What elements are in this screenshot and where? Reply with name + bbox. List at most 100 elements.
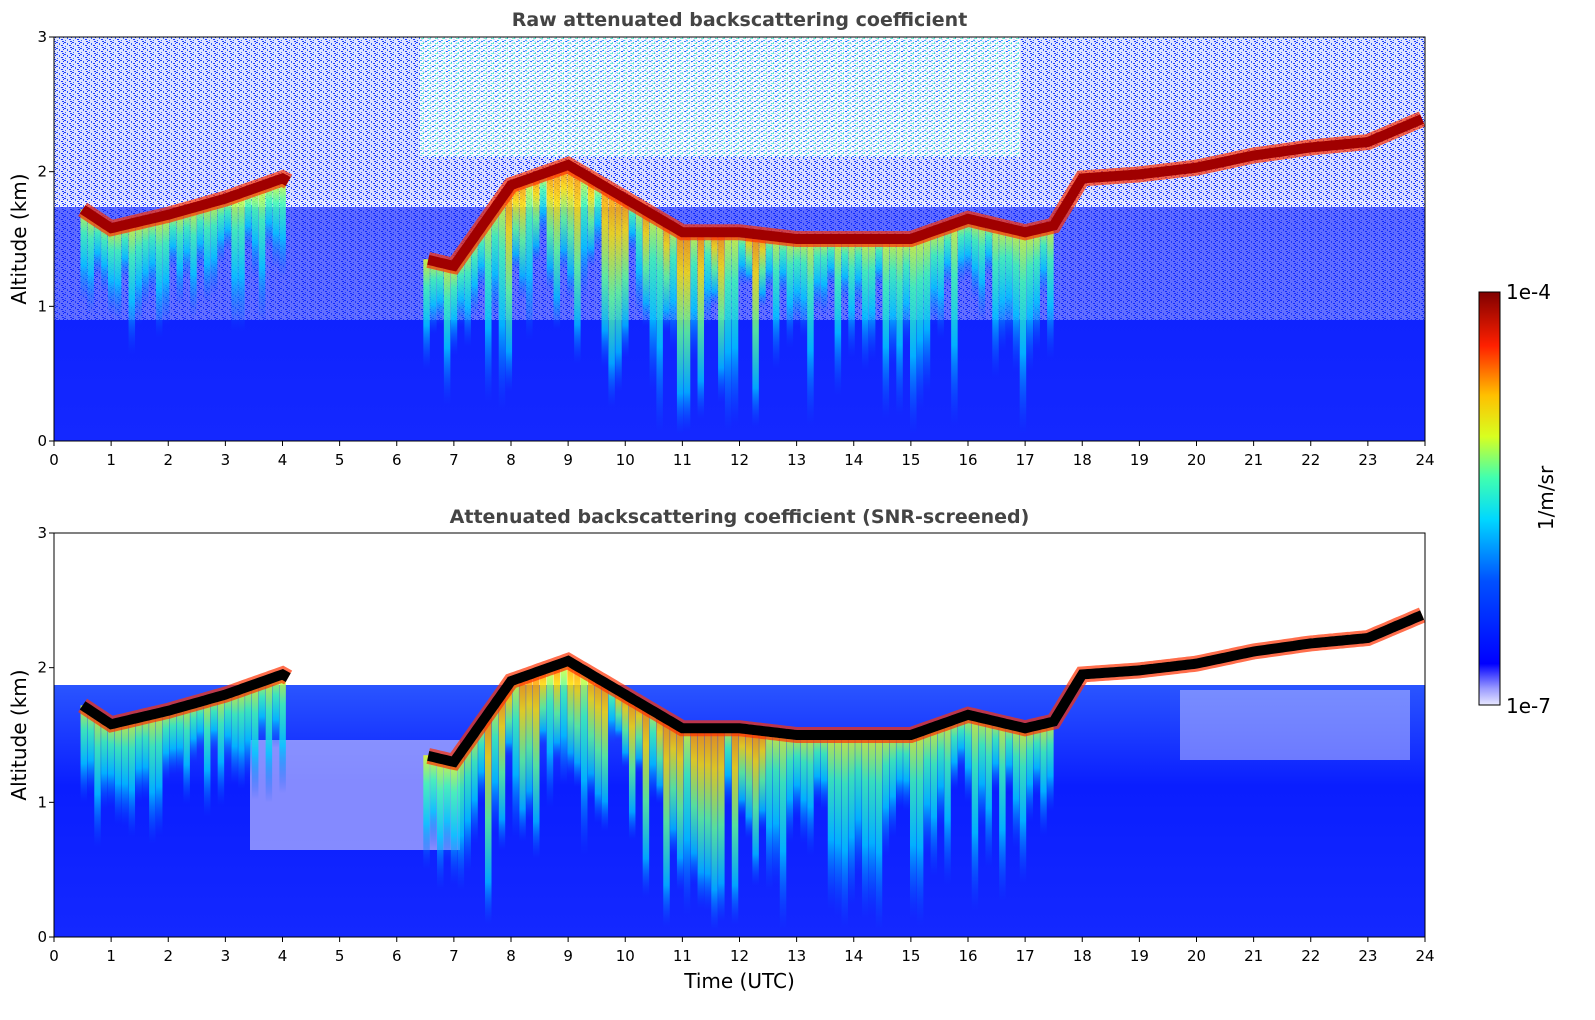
virga-streak xyxy=(1026,231,1034,372)
x-tick-label: 8 xyxy=(506,947,516,965)
virga-streak xyxy=(711,728,718,931)
virga-streak xyxy=(676,726,684,891)
virga-streak xyxy=(217,200,225,264)
virga-streak xyxy=(814,735,821,804)
virga-streak xyxy=(423,755,430,870)
virga-streak xyxy=(155,217,163,338)
virga-streak xyxy=(430,756,437,849)
virga-streak xyxy=(491,209,499,318)
cloud-base-layer xyxy=(79,610,1425,768)
virga-streak xyxy=(690,232,698,362)
virga-streak xyxy=(279,674,286,794)
x-tick-label: 13 xyxy=(787,451,806,469)
virga-streak xyxy=(594,677,602,823)
virga-streak xyxy=(910,734,917,919)
virga-streak xyxy=(197,702,204,751)
virga-streak xyxy=(615,193,622,392)
virga-streak xyxy=(101,718,108,810)
virga-streak xyxy=(478,724,485,803)
virga-streak xyxy=(183,209,190,280)
x-axis: 0 1 2 3 4 5 6 7 8 9 10 11 12 13 14 15 16 17 18 19 20 21 22 23 24 xyxy=(49,937,1435,965)
virga-streak xyxy=(135,718,142,803)
virga-streak xyxy=(731,232,739,425)
virga-streak xyxy=(80,705,88,803)
virga-streak xyxy=(251,684,259,800)
y-tick-label: 1 xyxy=(37,793,47,811)
virga-streak xyxy=(457,753,465,891)
x-tick-label: 0 xyxy=(49,451,59,469)
virga-streak xyxy=(478,228,485,291)
virga-streak xyxy=(238,689,245,789)
virga-streak xyxy=(169,213,177,269)
virga-streak xyxy=(1033,229,1040,351)
x-tick-label: 21 xyxy=(1244,451,1263,469)
virga-streak xyxy=(203,204,211,305)
virga-streak xyxy=(868,239,876,359)
virga-streak xyxy=(587,177,595,267)
x-tick-label: 1 xyxy=(106,451,116,469)
virga-streak xyxy=(258,682,266,741)
virga-streak xyxy=(889,735,896,837)
virga-streak xyxy=(149,218,156,293)
y-tick-label: 0 xyxy=(37,432,47,450)
x-tick-label: 16 xyxy=(958,451,977,469)
virga-streak xyxy=(992,224,999,378)
x-tick-label: 19 xyxy=(1130,947,1149,965)
virga-streak xyxy=(704,728,711,910)
virga-streak xyxy=(642,706,650,897)
y-tick-label: 2 xyxy=(37,163,47,181)
virga-streak xyxy=(437,262,444,326)
virga-streak xyxy=(772,732,780,885)
virga-streak xyxy=(697,728,705,909)
colorbar: 1e-4 1e-7 1/m/sr xyxy=(1478,280,1558,718)
virga-streak xyxy=(279,178,286,278)
virga-streak xyxy=(916,236,924,409)
y-axis: 0 1 2 3 xyxy=(37,28,54,450)
virga-streak xyxy=(937,228,944,339)
heatmap-screened xyxy=(54,533,1425,937)
x-tick-label: 12 xyxy=(730,947,749,965)
panel-title: Attenuated backscattering coefficient (S… xyxy=(450,506,1030,528)
virga-streak xyxy=(471,734,478,844)
virga-streak xyxy=(176,707,184,774)
virga-streak xyxy=(498,199,506,409)
y-tick-label: 2 xyxy=(37,659,47,677)
virga-streak xyxy=(142,220,149,307)
y-tick-label: 0 xyxy=(37,928,47,946)
virga-streak xyxy=(128,719,136,837)
virga-streak xyxy=(745,233,752,285)
virga-streak xyxy=(601,185,609,368)
virga-streak xyxy=(498,695,506,851)
x-tick-label: 5 xyxy=(335,451,345,469)
virga-streak xyxy=(704,232,711,326)
virga-streak xyxy=(121,225,129,280)
virga-streak xyxy=(642,210,650,327)
x-tick-label: 18 xyxy=(1073,451,1092,469)
virga-streak xyxy=(272,181,280,268)
virga-streak xyxy=(608,189,615,407)
cloud-base-layer xyxy=(79,114,1425,272)
virga-streak xyxy=(464,744,471,872)
virga-streak xyxy=(526,179,533,341)
virga-streak xyxy=(752,730,759,886)
virga-streak xyxy=(882,735,890,856)
virga-streak xyxy=(875,239,883,288)
virga-streak xyxy=(1019,231,1027,435)
virga-streak xyxy=(505,189,513,392)
virga-streak xyxy=(114,226,122,322)
x-tick-label: 5 xyxy=(335,947,345,965)
virga-streak xyxy=(875,735,883,931)
virga-streak xyxy=(107,723,115,808)
virga-streak xyxy=(1047,722,1054,812)
virga-streak xyxy=(430,260,437,335)
x-tick-label: 6 xyxy=(392,947,402,965)
virga-streak xyxy=(107,227,115,317)
x-tick-label: 4 xyxy=(278,451,288,469)
x-tick-label: 15 xyxy=(901,451,920,469)
virga-streak xyxy=(724,728,732,807)
virga-streak xyxy=(944,226,951,288)
virga-streak xyxy=(245,686,252,777)
virga-streak xyxy=(841,239,848,302)
x-tick-label: 7 xyxy=(449,451,459,469)
